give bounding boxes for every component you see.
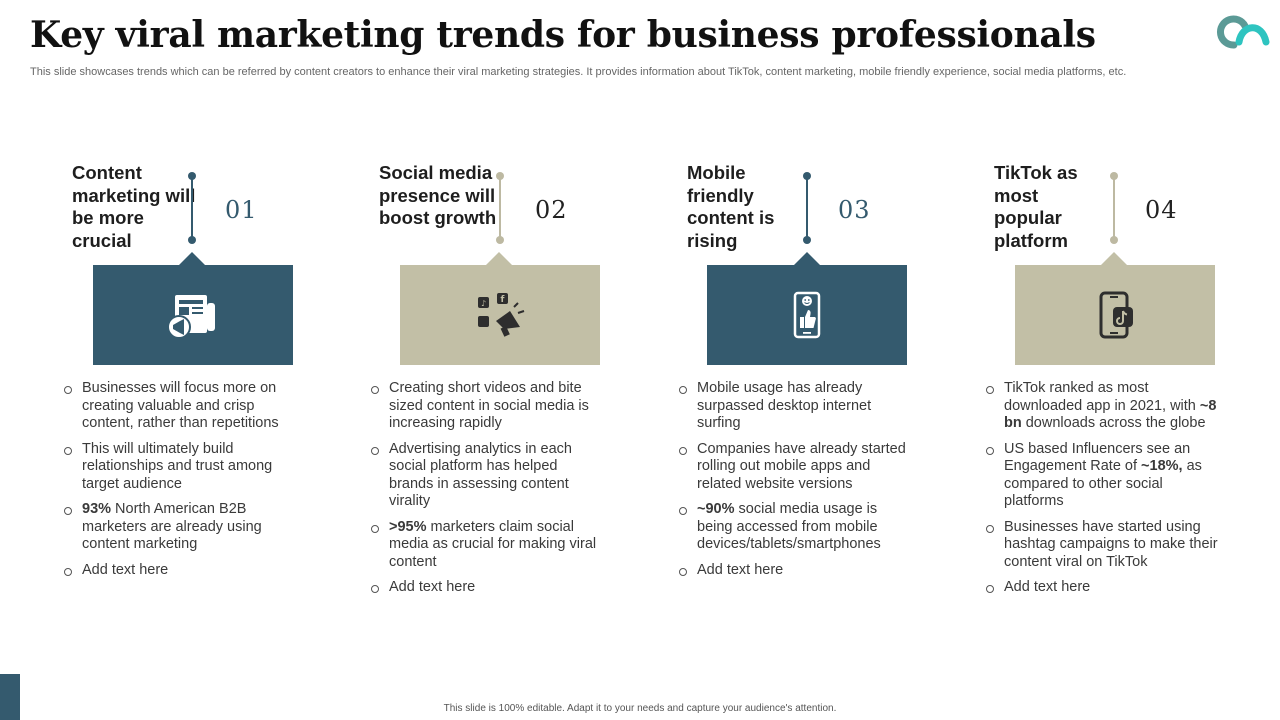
trend-column-3: Mobile friendly content is rising 03 Mob…	[679, 0, 947, 720]
connector-dot-top	[803, 172, 811, 180]
list-item: Add text here	[986, 579, 1218, 597]
connector-dot-bottom	[803, 236, 811, 244]
trend-heading: Social media presence will boost growth	[379, 162, 497, 228]
list-item: 93% North American B2B marketers are alr…	[64, 501, 296, 554]
footer-note: This slide is 100% editable. Adapt it to…	[443, 703, 837, 714]
connector-line	[1113, 176, 1115, 240]
trend-bullets: Businesses will focus more on creating v…	[64, 380, 296, 587]
connector-dot-bottom	[1110, 236, 1118, 244]
connector-line	[191, 176, 193, 240]
icon-box	[1015, 265, 1215, 365]
list-item: Companies have already started rolling o…	[679, 441, 911, 494]
list-item: US based Influencers see an Engagement R…	[986, 441, 1218, 511]
trend-number: 04	[1145, 196, 1178, 224]
corner-accent	[0, 674, 20, 720]
trend-number: 02	[535, 196, 568, 224]
icon-box	[93, 265, 293, 365]
page-title: Key viral marketing trends for business …	[30, 14, 1096, 56]
list-item: >95% marketers claim social media as cru…	[371, 519, 603, 572]
connector-line	[499, 176, 501, 240]
trend-bullets: Creating short videos and bite sized con…	[371, 380, 603, 605]
svg-text:♪: ♪	[481, 299, 486, 308]
list-item: Add text here	[679, 562, 911, 580]
box-notch	[1100, 252, 1128, 266]
connector-dot-bottom	[496, 236, 504, 244]
trend-column-2: Social media presence will boost growth …	[371, 0, 639, 720]
trend-column-4: TikTok as most popular platform 04 TikTo…	[986, 0, 1254, 720]
trend-heading: TikTok as most popular platform	[994, 162, 1078, 251]
list-item: Businesses have started using hashtag ca…	[986, 519, 1218, 572]
list-item: Advertising analytics in each social pla…	[371, 441, 603, 511]
social-media-megaphone-icon: ♪ f	[478, 293, 525, 337]
list-item: Add text here	[371, 579, 603, 597]
list-item: TikTok ranked as most downloaded app in …	[986, 380, 1218, 433]
connector-dot-top	[1110, 172, 1118, 180]
page-subtitle: This slide showcases trends which can be…	[30, 66, 1127, 78]
box-notch	[178, 252, 206, 266]
icon-box: ♪ f	[400, 265, 600, 365]
icon-box	[707, 265, 907, 365]
brand-logo-icon	[1216, 15, 1270, 49]
box-notch	[485, 252, 513, 266]
svg-text:f: f	[501, 295, 505, 305]
smartphone-like-icon	[793, 291, 821, 339]
list-item: Businesses will focus more on creating v…	[64, 380, 296, 433]
newspaper-megaphone-icon	[167, 295, 215, 339]
connector-line	[806, 176, 808, 240]
connector-dot-bottom	[188, 236, 196, 244]
trend-heading: Content marketing will be more crucial	[72, 162, 196, 251]
connector-dot-top	[188, 172, 196, 180]
tiktok-phone-icon	[1099, 291, 1133, 339]
trend-number: 03	[838, 196, 871, 224]
connector-dot-top	[496, 172, 504, 180]
list-item: Mobile usage has already surpassed deskt…	[679, 380, 911, 433]
list-item: ~90% social media usage is being accesse…	[679, 501, 911, 554]
trend-bullets: TikTok ranked as most downloaded app in …	[986, 380, 1218, 605]
trend-column-1: Content marketing will be more crucial 0…	[64, 0, 332, 720]
trend-number: 01	[225, 196, 258, 224]
trend-bullets: Mobile usage has already surpassed deskt…	[679, 380, 911, 587]
list-item: Creating short videos and bite sized con…	[371, 380, 603, 433]
trend-heading: Mobile friendly content is rising	[687, 162, 775, 251]
list-item: This will ultimately build relationships…	[64, 441, 296, 494]
box-notch	[793, 252, 821, 266]
list-item: Add text here	[64, 562, 296, 580]
